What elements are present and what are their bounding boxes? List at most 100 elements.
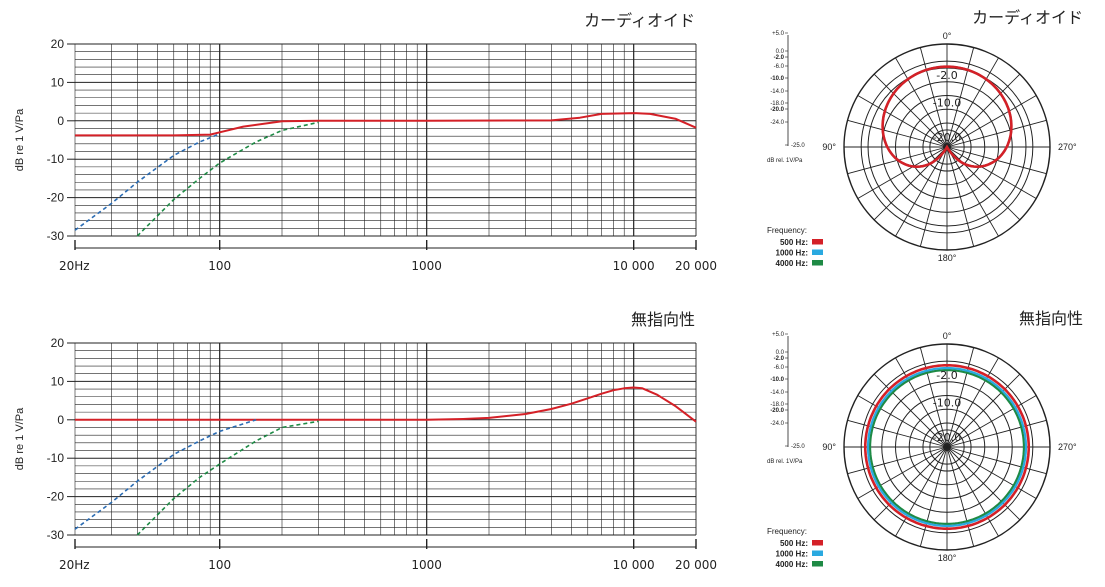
polar-spoke (946, 446, 1037, 499)
db-scale-label: 0.0 (776, 49, 785, 55)
polar-ring-label: -2.0 (936, 69, 957, 82)
polar-ring-label: -2.0 (936, 369, 957, 382)
y-axis-label: dB re 1 V/Pa (14, 108, 26, 171)
polar-spoke (946, 57, 999, 148)
x-tick-label: 1000 (411, 259, 442, 273)
db-scale-unit: dB rel. 1V/Pa (767, 158, 803, 164)
polar-spoke (946, 47, 975, 148)
y-tick-label: -20 (47, 490, 65, 504)
db-scale-label: -14.0 (770, 89, 784, 95)
y-tick-label: -10 (47, 152, 65, 166)
y-tick-label: 20 (51, 37, 65, 51)
polar-spoke (946, 146, 975, 247)
x-tick-label: 1000 (411, 558, 442, 572)
x-tick-label: 100 (208, 558, 231, 572)
chart-title: カーディオイド (584, 11, 695, 30)
polar-ring-label: -10.0 (933, 97, 961, 110)
polar-spoke (873, 73, 948, 148)
legend-label: 500 Hz: (780, 539, 808, 548)
db-scale-label: -14.0 (770, 390, 784, 396)
polar-pattern-curve (869, 369, 1025, 525)
polar-spoke (946, 419, 1047, 448)
legend-label: 500 Hz: (780, 238, 808, 247)
polar-spoke (946, 146, 1037, 199)
x-tick-label: 10 000 (613, 259, 655, 273)
x-tick-label: 20 000 (675, 558, 717, 572)
polar-spoke (946, 446, 1021, 521)
polar-angle-label: 0° (943, 331, 952, 341)
polar-spoke (946, 357, 999, 448)
legend-swatch (812, 540, 823, 546)
lowcut-curve-line (74, 419, 257, 530)
chart-title: 無指向性 (631, 310, 695, 329)
polar-angle-label: 270° (1058, 442, 1077, 452)
db-scale-label: -10.0 (770, 377, 784, 383)
db-scale-label: -24.0 (770, 120, 784, 126)
x-tick-label: 20 000 (675, 259, 717, 273)
db-scale-label: 0.0 (776, 350, 785, 356)
chart-title: カーディオイド (972, 8, 1083, 27)
db-scale-label: -20.0 (770, 408, 784, 414)
polar-spoke (919, 47, 948, 148)
db-scale-label: -24.0 (770, 421, 784, 427)
polar-spoke (946, 347, 975, 448)
y-tick-label: -30 (47, 229, 65, 243)
lowcut-curve-line (74, 133, 220, 231)
polar-spoke (857, 146, 948, 199)
legend-label: 4000 Hz: (776, 560, 808, 569)
polar-spoke (895, 57, 948, 148)
polar-angle-label: 180° (938, 253, 957, 263)
db-scale-unit: dB rel. 1V/Pa (767, 459, 803, 465)
legend-swatch (812, 249, 823, 255)
polar-spoke (946, 446, 999, 537)
chart-title: 無指向性 (1019, 309, 1083, 328)
polar-spoke (873, 446, 948, 521)
polar-spoke (946, 446, 975, 547)
db-scale-label: -2.0 (774, 356, 785, 362)
x-tick-label: 20Hz (59, 259, 90, 273)
x-tick-label: 100 (208, 259, 231, 273)
legend-label: 1000 Hz: (776, 249, 808, 258)
db-scale-label: -20.0 (770, 107, 784, 113)
polar-angle-label: 270° (1058, 142, 1077, 152)
legend-label: 4000 Hz: (776, 259, 808, 268)
polar-spoke (946, 119, 1047, 148)
polar-pattern-curve (864, 364, 1030, 530)
polar-ring-label: -20.0 (933, 431, 961, 444)
legend-swatch (812, 260, 823, 266)
polar-spoke (919, 146, 948, 247)
polar-pattern-curve (881, 65, 1013, 168)
polar-angle-label: 0° (943, 31, 952, 41)
polar-spoke (946, 446, 1047, 475)
polar-spoke (873, 373, 948, 448)
polar-ring-label: -10.0 (933, 397, 961, 410)
x-tick-label: 20Hz (59, 558, 90, 572)
legend-swatch (812, 561, 823, 567)
db-scale-label: -10.0 (770, 76, 784, 82)
y-tick-label: -20 (47, 191, 65, 205)
legend-label: 1000 Hz: (776, 550, 808, 559)
polar-spoke (946, 146, 999, 237)
polar-pattern-curve (866, 366, 1028, 528)
polar-spoke (895, 446, 948, 537)
y-tick-label: -30 (47, 528, 65, 542)
db-scale-label: -25.0 (791, 143, 805, 149)
polar-angle-label: 90° (822, 142, 836, 152)
polar-spoke (847, 446, 948, 475)
db-scale-label: -6.0 (774, 365, 785, 371)
polar-spoke (946, 95, 1037, 148)
response-curve-line (75, 112, 697, 137)
legend-title: Frequency: (767, 226, 807, 235)
response-curve-line (75, 386, 697, 423)
y-tick-label: 10 (51, 75, 65, 89)
y-tick-label: 10 (51, 374, 65, 388)
db-scale-label: +5.0 (772, 332, 785, 338)
polar-spoke (847, 419, 948, 448)
polar-spoke (946, 373, 1021, 448)
polar-ring-label: -20.0 (933, 131, 961, 144)
polar-spoke (895, 146, 948, 237)
legend-swatch (812, 550, 823, 556)
